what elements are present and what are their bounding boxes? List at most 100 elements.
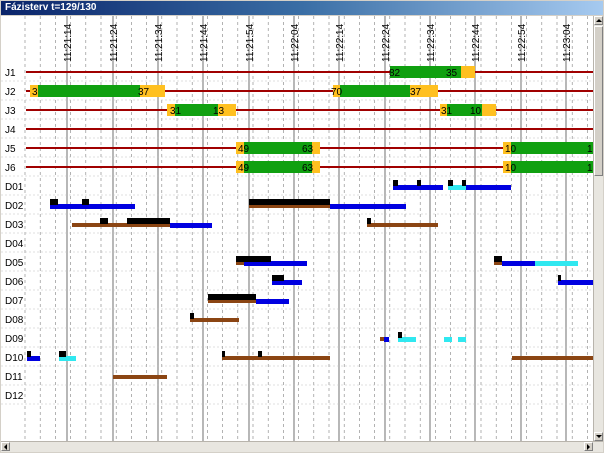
detector-bar-blue bbox=[27, 356, 40, 361]
detector-bar-black bbox=[258, 351, 262, 357]
phase-label: 10 bbox=[470, 106, 482, 117]
phase-yellow bbox=[138, 85, 165, 97]
scroll-right-button[interactable] bbox=[584, 442, 593, 451]
left-arrow-icon bbox=[4, 444, 7, 450]
horizontal-scrollbar[interactable] bbox=[1, 441, 603, 452]
detector-bar-black bbox=[190, 313, 194, 319]
phase-yellow bbox=[236, 161, 246, 173]
detector-bar-cyan bbox=[448, 185, 466, 190]
detector-bar-black bbox=[100, 218, 108, 224]
detector-bar-brown bbox=[72, 223, 170, 227]
time-label: 11:22:44 bbox=[471, 23, 482, 62]
detector-bar-brown bbox=[380, 337, 384, 341]
detector-bar-black bbox=[236, 256, 271, 262]
row-label: J5 bbox=[5, 144, 16, 155]
phase-label: 37 bbox=[410, 87, 422, 98]
detector-bar-brown bbox=[236, 261, 244, 265]
time-label: 11:22:04 bbox=[290, 23, 301, 62]
detector-bar-blue bbox=[466, 185, 511, 190]
phase-green bbox=[175, 104, 218, 116]
phase-label: 49 bbox=[238, 163, 250, 174]
detector-bar-cyan bbox=[398, 337, 416, 342]
phase-label: 3 bbox=[32, 87, 38, 98]
time-label: 11:21:44 bbox=[199, 23, 210, 62]
detector-bar-black bbox=[272, 275, 284, 281]
detector-bar-blue bbox=[502, 261, 535, 266]
time-label: 11:22:34 bbox=[426, 23, 437, 62]
detector-bar-brown bbox=[512, 356, 594, 360]
scroll-left-button[interactable] bbox=[1, 442, 10, 451]
row-label: D04 bbox=[5, 239, 24, 250]
phase-green bbox=[244, 161, 312, 173]
detector-bar-brown bbox=[208, 299, 256, 303]
phase-label: 10 bbox=[505, 163, 517, 174]
row-label: J6 bbox=[5, 163, 16, 174]
row-label: D12 bbox=[5, 391, 24, 402]
phase-green bbox=[244, 142, 312, 154]
title-bar[interactable]: Fázisterv t=129/130 bbox=[1, 1, 603, 15]
time-label: 11:21:14 bbox=[63, 23, 74, 62]
phase-yellow bbox=[333, 85, 342, 97]
detector-bar-blue bbox=[558, 280, 594, 285]
detector-bar-blue bbox=[272, 280, 302, 285]
detector-bar-brown bbox=[113, 375, 167, 379]
phase-label: 35 bbox=[446, 68, 458, 79]
detector-bar-brown bbox=[190, 318, 239, 322]
phase-green bbox=[511, 161, 594, 173]
detector-bar-brown bbox=[494, 261, 502, 265]
phase-yellow bbox=[503, 161, 513, 173]
phase-yellow bbox=[236, 142, 246, 154]
down-arrow-icon bbox=[596, 435, 602, 438]
phase-label: 12 bbox=[587, 144, 593, 155]
detector-bar-brown bbox=[367, 223, 438, 227]
detector-bar-brown bbox=[222, 356, 330, 360]
time-label: 11:22:24 bbox=[381, 23, 392, 62]
scroll-up-button[interactable] bbox=[594, 16, 603, 25]
detector-bar-black bbox=[367, 218, 371, 224]
phase-yellow bbox=[167, 104, 177, 116]
phase-label: 13 bbox=[213, 106, 225, 117]
row-label: D09 bbox=[5, 334, 24, 345]
detector-bar-cyan bbox=[535, 261, 578, 266]
phase-label: 31 bbox=[441, 106, 453, 117]
phase-diagram-svg: 11:21:14 11:21:24 11:21:34 11:21:44 11:21:54… bbox=[1, 16, 599, 441]
time-label: 11:21:34 bbox=[154, 23, 165, 62]
detector-bar-blue bbox=[393, 185, 443, 190]
detector-bar-black bbox=[462, 180, 466, 186]
detector-bar-blue bbox=[170, 223, 212, 228]
row-label: J3 bbox=[5, 106, 16, 117]
detector-bar-black bbox=[50, 199, 58, 205]
row-label: D06 bbox=[5, 277, 24, 288]
detector-bar-cyan bbox=[59, 356, 76, 361]
row-label: D11 bbox=[5, 372, 23, 383]
time-label: 11:21:54 bbox=[245, 23, 256, 62]
phase-label: 49 bbox=[238, 144, 250, 155]
vertical-scroll-thumb[interactable] bbox=[594, 26, 603, 176]
scroll-down-button[interactable] bbox=[594, 432, 603, 441]
phase-label: 63 bbox=[302, 144, 314, 155]
phase-label: 10 bbox=[505, 144, 517, 155]
row-label: D10 bbox=[5, 353, 24, 364]
detector-bar-blue bbox=[244, 261, 307, 266]
right-arrow-icon bbox=[587, 444, 590, 450]
phase-yellow bbox=[440, 104, 449, 116]
phase-label: 70 bbox=[331, 87, 343, 98]
row-label: D03 bbox=[5, 220, 24, 231]
row-label: D01 bbox=[5, 182, 24, 193]
phase-green bbox=[390, 66, 461, 78]
phase-yellow bbox=[312, 161, 320, 173]
detector-bar-black bbox=[59, 351, 66, 357]
time-label: 11:22:14 bbox=[335, 23, 346, 62]
detector-bar-black bbox=[222, 351, 225, 357]
detector-bar-blue bbox=[50, 204, 135, 209]
vertical-scrollbar[interactable] bbox=[593, 16, 603, 441]
row-label: D02 bbox=[5, 201, 24, 212]
window-title: Fázisterv t=129/130 bbox=[5, 2, 97, 13]
detector-bar-black bbox=[494, 256, 502, 262]
phase-label: 31 bbox=[170, 106, 182, 117]
phase-yellow bbox=[410, 85, 438, 97]
detector-bar-blue bbox=[330, 204, 406, 209]
detector-bar-blue bbox=[256, 299, 289, 304]
row-label: D07 bbox=[5, 296, 24, 307]
